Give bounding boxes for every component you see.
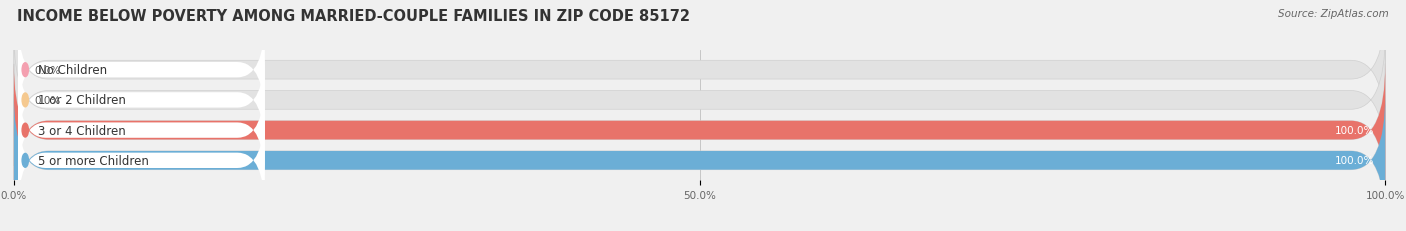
Text: 3 or 4 Children: 3 or 4 Children [38,124,125,137]
FancyBboxPatch shape [18,18,264,123]
Text: No Children: No Children [38,64,107,77]
Text: 0.0%: 0.0% [35,65,60,75]
FancyBboxPatch shape [18,108,264,213]
Text: 5 or more Children: 5 or more Children [38,154,149,167]
Circle shape [22,94,28,107]
FancyBboxPatch shape [14,4,1385,136]
FancyBboxPatch shape [14,35,1385,166]
FancyBboxPatch shape [18,48,264,153]
FancyBboxPatch shape [14,95,1385,227]
Text: 1 or 2 Children: 1 or 2 Children [38,94,127,107]
FancyBboxPatch shape [14,95,1385,227]
Circle shape [22,154,28,167]
FancyBboxPatch shape [14,65,1385,196]
FancyBboxPatch shape [14,65,1385,196]
Text: INCOME BELOW POVERTY AMONG MARRIED-COUPLE FAMILIES IN ZIP CODE 85172: INCOME BELOW POVERTY AMONG MARRIED-COUPL… [17,9,690,24]
Text: 0.0%: 0.0% [35,95,60,105]
Text: Source: ZipAtlas.com: Source: ZipAtlas.com [1278,9,1389,19]
Text: 100.0%: 100.0% [1334,156,1374,166]
Circle shape [22,124,28,137]
FancyBboxPatch shape [18,78,264,183]
Circle shape [22,64,28,77]
Text: 100.0%: 100.0% [1334,126,1374,136]
